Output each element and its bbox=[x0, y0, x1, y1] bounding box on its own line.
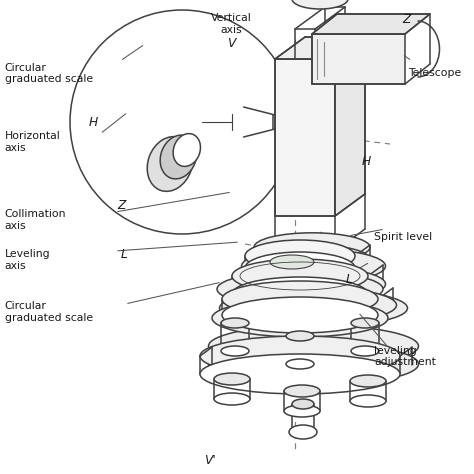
Ellipse shape bbox=[222, 281, 378, 317]
Ellipse shape bbox=[221, 346, 249, 356]
Ellipse shape bbox=[289, 425, 317, 439]
Ellipse shape bbox=[200, 354, 400, 394]
Polygon shape bbox=[312, 14, 430, 34]
Ellipse shape bbox=[160, 135, 197, 179]
Ellipse shape bbox=[245, 240, 355, 272]
Ellipse shape bbox=[350, 395, 386, 407]
Text: Telescope: Telescope bbox=[408, 68, 461, 79]
Ellipse shape bbox=[241, 249, 385, 283]
Ellipse shape bbox=[351, 346, 379, 356]
Text: Circular
graduated scale: Circular graduated scale bbox=[5, 63, 93, 84]
Ellipse shape bbox=[209, 343, 419, 385]
Ellipse shape bbox=[284, 405, 320, 417]
Ellipse shape bbox=[284, 385, 320, 397]
Text: leveling
adjustment: leveling adjustment bbox=[374, 346, 437, 367]
Ellipse shape bbox=[254, 245, 370, 273]
Ellipse shape bbox=[286, 359, 314, 369]
Ellipse shape bbox=[245, 252, 355, 284]
Ellipse shape bbox=[209, 325, 419, 367]
Text: Collimation
axis: Collimation axis bbox=[5, 209, 66, 231]
Circle shape bbox=[70, 10, 294, 234]
Polygon shape bbox=[335, 37, 365, 216]
Ellipse shape bbox=[292, 399, 314, 409]
Ellipse shape bbox=[200, 336, 400, 376]
Text: L: L bbox=[121, 247, 128, 261]
Ellipse shape bbox=[351, 318, 379, 328]
Text: Leveling
axis: Leveling axis bbox=[5, 249, 50, 271]
Text: H: H bbox=[89, 116, 99, 129]
Ellipse shape bbox=[230, 287, 396, 323]
Polygon shape bbox=[275, 59, 335, 216]
Ellipse shape bbox=[350, 375, 386, 387]
Ellipse shape bbox=[222, 297, 378, 333]
Ellipse shape bbox=[214, 393, 250, 405]
Ellipse shape bbox=[292, 0, 348, 9]
Polygon shape bbox=[312, 34, 405, 84]
Text: Circular
graduated scale: Circular graduated scale bbox=[5, 301, 93, 323]
Text: Z: Z bbox=[402, 13, 411, 27]
Ellipse shape bbox=[147, 137, 193, 191]
Text: L: L bbox=[346, 273, 353, 286]
Text: V: V bbox=[227, 37, 236, 50]
Ellipse shape bbox=[214, 373, 250, 385]
Text: Vertical
axis: Vertical axis bbox=[211, 13, 252, 35]
Ellipse shape bbox=[232, 277, 368, 311]
Text: Horizontal
axis: Horizontal axis bbox=[5, 131, 61, 153]
Ellipse shape bbox=[232, 259, 368, 293]
Ellipse shape bbox=[212, 299, 388, 337]
Ellipse shape bbox=[219, 289, 408, 327]
Ellipse shape bbox=[270, 255, 314, 269]
Ellipse shape bbox=[173, 134, 201, 166]
Text: Spirit level: Spirit level bbox=[374, 232, 433, 242]
Ellipse shape bbox=[286, 331, 314, 341]
Text: V': V' bbox=[204, 454, 215, 467]
Ellipse shape bbox=[221, 318, 249, 328]
Ellipse shape bbox=[217, 271, 383, 307]
Ellipse shape bbox=[254, 233, 370, 262]
Polygon shape bbox=[275, 37, 365, 59]
Ellipse shape bbox=[241, 267, 385, 301]
Text: H: H bbox=[361, 155, 371, 168]
Text: Z: Z bbox=[118, 199, 126, 212]
